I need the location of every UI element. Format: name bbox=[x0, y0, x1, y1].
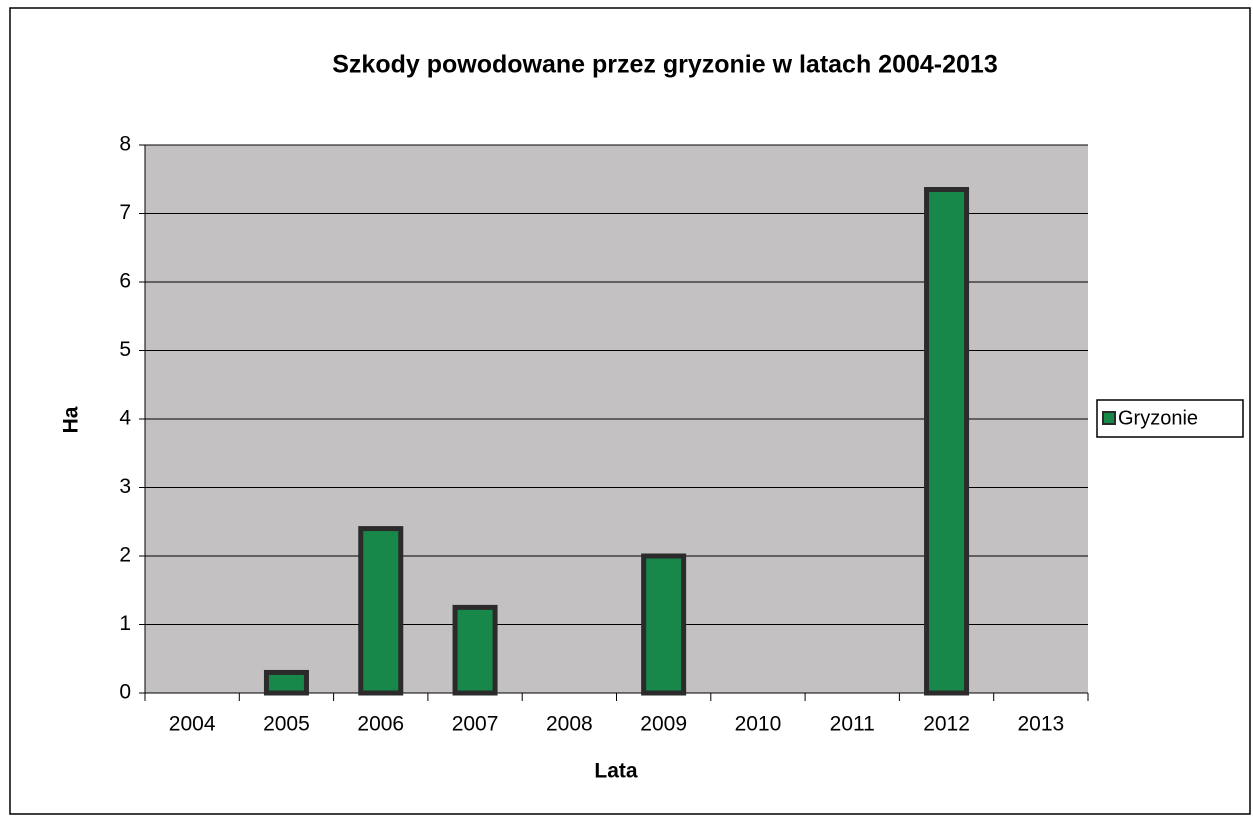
x-tick-label: 2013 bbox=[1017, 713, 1064, 736]
x-tick-label: 2012 bbox=[923, 713, 970, 736]
bar bbox=[263, 669, 309, 696]
legend bbox=[1096, 399, 1244, 438]
x-tick-label: 2005 bbox=[263, 713, 310, 736]
y-tick-label: 5 bbox=[119, 338, 131, 361]
y-tick-label: 0 bbox=[119, 681, 131, 704]
x-tick-label: 2009 bbox=[640, 713, 687, 736]
legend-swatch bbox=[1102, 411, 1116, 425]
y-tick-label: 8 bbox=[119, 133, 131, 156]
y-tick-label: 6 bbox=[119, 270, 131, 293]
bar bbox=[358, 526, 404, 696]
y-tick-label: 3 bbox=[119, 475, 131, 498]
y-tick-label: 4 bbox=[119, 407, 131, 430]
y-axis-label: Ha bbox=[60, 406, 83, 433]
legend-label: Gryzonie bbox=[1118, 407, 1198, 429]
bar bbox=[641, 553, 687, 696]
y-tick-label: 1 bbox=[119, 612, 131, 635]
x-tick-label: 2011 bbox=[830, 713, 875, 736]
bar bbox=[452, 604, 498, 696]
x-tick-label: 2008 bbox=[546, 713, 593, 736]
bar bbox=[924, 187, 970, 696]
x-axis-label: Lata bbox=[594, 760, 638, 783]
x-tick-label: 2010 bbox=[735, 713, 782, 736]
y-tick-label: 7 bbox=[119, 201, 131, 224]
y-tick-label: 2 bbox=[119, 544, 131, 567]
chart-title: Szkody powodowane przez gryzonie w latac… bbox=[332, 51, 997, 79]
x-tick-label: 2007 bbox=[452, 713, 499, 736]
x-tick-label: 2004 bbox=[169, 713, 216, 736]
x-tick-label: 2006 bbox=[357, 713, 404, 736]
